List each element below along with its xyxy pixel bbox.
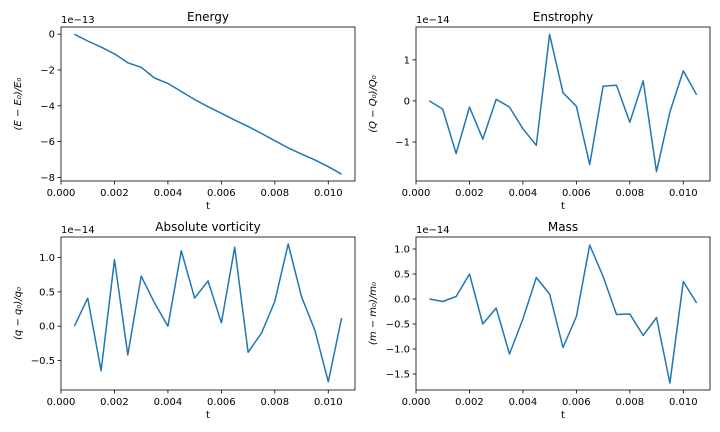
x-tick-label: 0.008	[615, 397, 644, 408]
axes-frame	[415, 26, 711, 182]
x-tick-label: 0.000	[402, 397, 431, 408]
y-tick-label: −6	[40, 137, 55, 148]
y-offset-label: 1e−14	[416, 15, 450, 26]
x-tick-label: 0.008	[260, 188, 289, 199]
x-tick-label: 0.002	[100, 188, 129, 199]
x-tick-label: 0.002	[455, 397, 484, 408]
y-tick-label: −4	[40, 101, 55, 112]
y-offset-label: 1e−14	[416, 225, 450, 236]
y-tick-label: 0.0	[394, 295, 410, 306]
x-tick-label: 0.000	[47, 397, 76, 408]
y-tick-label: −1.0	[386, 345, 410, 356]
y-tick-label: 0.5	[39, 287, 55, 298]
x-axis-label: t	[206, 201, 210, 212]
x-tick-label: 0.000	[47, 188, 76, 199]
x-tick-label: 0.008	[615, 188, 644, 199]
series-line	[73, 243, 343, 383]
panel-title: Absolute vorticity	[155, 220, 260, 234]
axes-frame	[415, 236, 711, 391]
y-tick-label: −1	[395, 137, 410, 148]
x-tick-label: 0.010	[314, 188, 343, 199]
y-tick-label: −8	[40, 173, 55, 184]
x-tick-label: 0.006	[207, 397, 236, 408]
x-axis-label: t	[561, 410, 565, 421]
series-line	[429, 33, 698, 173]
y-tick-label: 1.0	[39, 253, 55, 264]
axes-frame	[60, 26, 356, 182]
y-tick-label: −0.5	[31, 356, 55, 367]
x-axis-label: t	[561, 201, 565, 212]
series-line	[74, 33, 342, 175]
y-offset-label: 1e−14	[61, 225, 95, 236]
panel-mass: Mass 1e−14 t (m − m₀)/m₀ 0.000 0.002 0.004…	[368, 220, 711, 421]
x-tick-label: 0.008	[260, 397, 289, 408]
panel-energy: Energy 1e−13 t (E − E₀)/E₀ 0.000 0.002 0.0…	[13, 10, 356, 212]
x-tick-label: 0.010	[314, 397, 343, 408]
y-tick-label: 0.0	[39, 322, 55, 333]
x-tick-label: 0.002	[100, 397, 129, 408]
panel-title: Mass	[548, 220, 578, 234]
panel-title: Energy	[187, 10, 229, 24]
x-tick-label: 0.004	[154, 397, 183, 408]
x-tick-label: 0.006	[562, 397, 591, 408]
x-tick-label: 0.002	[455, 188, 484, 199]
y-tick-label: −0.5	[386, 320, 410, 331]
y-axis-label: (m − m₀)/m₀	[368, 282, 379, 345]
x-tick-label: 0.000	[402, 188, 431, 199]
y-tick-label: 0	[404, 96, 410, 107]
y-tick-label: −1.5	[386, 370, 410, 381]
y-tick-label: −2	[40, 65, 55, 76]
y-axis-label: (Q − Q₀)/Q₀	[368, 75, 379, 133]
x-tick-label: 0.004	[509, 188, 538, 199]
x-axis-label: t	[206, 410, 210, 421]
panel-absolute-vorticity: Absolute vorticity 1e−14 t (q − q₀)/q₀ 0…	[13, 220, 356, 421]
x-tick-label: 0.006	[562, 188, 591, 199]
y-tick-label: 0.5	[394, 270, 410, 281]
y-tick-label: 1	[404, 55, 410, 66]
y-tick-label: 0	[49, 30, 55, 41]
series-line	[429, 244, 698, 384]
y-axis-label: (E − E₀)/E₀	[13, 78, 24, 131]
x-tick-label: 0.004	[154, 188, 183, 199]
panel-title: Enstrophy	[533, 10, 593, 24]
y-tick-label: 1.0	[394, 245, 410, 256]
x-tick-label: 0.010	[669, 188, 698, 199]
axes-frame	[60, 236, 356, 391]
x-tick-label: 0.010	[669, 397, 698, 408]
y-axis-label: (q − q₀)/q₀	[13, 287, 24, 340]
panel-enstrophy: Enstrophy 1e−14 t (Q − Q₀)/Q₀ 0.000 0.002…	[368, 10, 711, 212]
x-tick-label: 0.004	[509, 397, 538, 408]
x-tick-label: 0.006	[207, 188, 236, 199]
y-offset-label: 1e−13	[61, 15, 95, 26]
